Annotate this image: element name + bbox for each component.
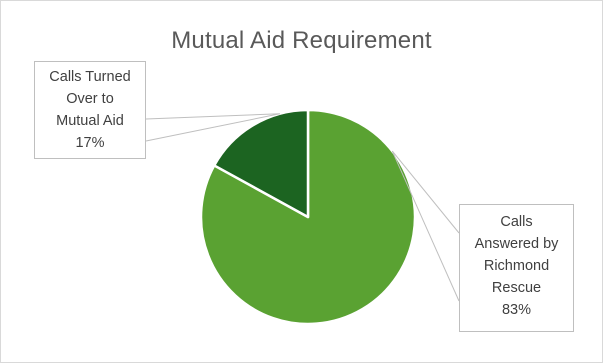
data-label-richmond-rescue: Calls Answered by Richmond Rescue 83% — [459, 204, 574, 332]
pie-slice-mutual-aid — [212, 108, 310, 219]
data-label-mutual-aid-line-1: Calls Turned — [49, 69, 131, 85]
data-label-mutual-aid-line-2: Over to — [66, 91, 114, 107]
leader-line-richmond-rescue-lower — [391, 150, 460, 302]
data-label-richmond-line-3: Richmond — [483, 258, 550, 274]
data-label-mutual-aid-percent: 17% — [75, 135, 105, 151]
chart-title: Mutual Aid Requirement — [171, 27, 432, 54]
data-label-richmond-line-4: Rescue — [491, 280, 542, 296]
leader-line-mutual-aid — [145, 113, 280, 120]
data-label-richmond-line-1: Calls — [500, 214, 533, 230]
data-label-richmond-percent: 83% — [501, 302, 532, 318]
data-label-mutual-aid-line-3: Mutual Aid — [56, 113, 124, 129]
leader-line-richmond-rescue — [391, 150, 460, 234]
data-label-mutual-aid: Calls Turned Over to Mutual Aid 17% — [34, 61, 146, 159]
data-label-richmond-line-2: Answered by — [474, 236, 559, 252]
leader-line-mutual-aid-lower — [145, 113, 280, 142]
